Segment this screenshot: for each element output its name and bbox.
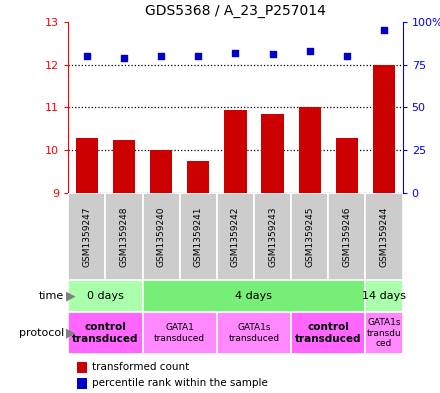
Point bbox=[269, 51, 276, 57]
Point bbox=[232, 50, 239, 56]
Text: time: time bbox=[39, 291, 64, 301]
Bar bbox=[68, 312, 143, 354]
Text: ▶: ▶ bbox=[66, 290, 76, 303]
Bar bbox=[68, 193, 105, 280]
Text: 4 days: 4 days bbox=[235, 291, 272, 301]
Point bbox=[343, 53, 350, 59]
Bar bbox=[217, 312, 291, 354]
Bar bbox=[254, 193, 291, 280]
Bar bbox=[291, 312, 366, 354]
Bar bbox=[261, 114, 284, 193]
Point bbox=[306, 48, 313, 54]
Bar bbox=[299, 107, 321, 193]
Text: GSM1359245: GSM1359245 bbox=[305, 206, 314, 267]
Text: GSM1359240: GSM1359240 bbox=[157, 206, 165, 267]
Bar bbox=[150, 151, 172, 193]
Text: GATA1s
transduced: GATA1s transduced bbox=[228, 323, 279, 343]
Text: protocol: protocol bbox=[18, 328, 64, 338]
Text: GATA1
transduced: GATA1 transduced bbox=[154, 323, 205, 343]
Bar bbox=[217, 193, 254, 280]
Bar bbox=[143, 312, 217, 354]
Point bbox=[83, 53, 90, 59]
Text: percentile rank within the sample: percentile rank within the sample bbox=[92, 378, 268, 388]
Bar bbox=[336, 138, 358, 193]
Text: GSM1359244: GSM1359244 bbox=[380, 206, 389, 267]
Title: GDS5368 / A_23_P257014: GDS5368 / A_23_P257014 bbox=[145, 4, 326, 18]
Text: control
transduced: control transduced bbox=[295, 322, 362, 344]
Bar bbox=[373, 64, 395, 193]
Bar bbox=[224, 110, 246, 193]
Point bbox=[158, 53, 165, 59]
Text: transformed count: transformed count bbox=[92, 362, 189, 373]
Bar bbox=[180, 193, 217, 280]
Text: GSM1359242: GSM1359242 bbox=[231, 206, 240, 267]
Bar bbox=[143, 193, 180, 280]
Bar bbox=[68, 280, 143, 312]
Text: GSM1359247: GSM1359247 bbox=[82, 206, 91, 267]
Bar bbox=[113, 140, 135, 193]
Text: 0 days: 0 days bbox=[87, 291, 124, 301]
Bar bbox=[366, 193, 403, 280]
Bar bbox=[328, 193, 366, 280]
Text: 14 days: 14 days bbox=[362, 291, 406, 301]
Bar bbox=[105, 193, 143, 280]
Point bbox=[195, 53, 202, 59]
Text: GSM1359246: GSM1359246 bbox=[342, 206, 352, 267]
Text: GATA1s
transdu
ced: GATA1s transdu ced bbox=[367, 318, 401, 348]
Text: GSM1359248: GSM1359248 bbox=[119, 206, 128, 267]
Bar bbox=[187, 161, 209, 193]
Text: GSM1359243: GSM1359243 bbox=[268, 206, 277, 267]
Text: GSM1359241: GSM1359241 bbox=[194, 206, 203, 267]
Bar bbox=[143, 280, 366, 312]
Bar bbox=[366, 280, 403, 312]
Bar bbox=[291, 193, 328, 280]
Bar bbox=[76, 138, 98, 193]
Text: ▶: ▶ bbox=[66, 327, 76, 340]
Point bbox=[121, 55, 128, 61]
Bar bbox=[366, 312, 403, 354]
Point bbox=[381, 27, 388, 33]
Text: control
transduced: control transduced bbox=[72, 322, 139, 344]
